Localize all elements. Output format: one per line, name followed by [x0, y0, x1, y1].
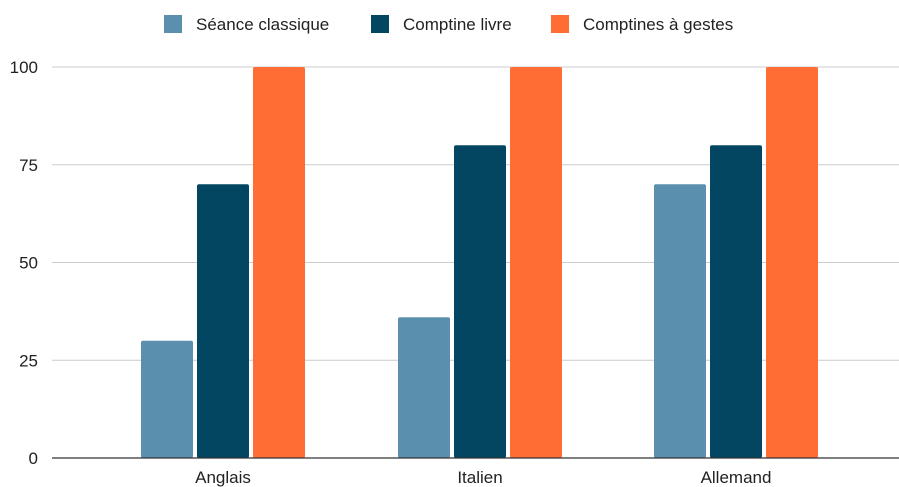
bar-anglais-comptine-livre — [197, 184, 249, 459]
y-tick-label: 0 — [29, 449, 38, 468]
x-tick-label-italien: Italien — [457, 468, 502, 487]
y-tick-label: 100 — [10, 58, 38, 77]
y-tick-label: 25 — [19, 351, 38, 370]
y-axis: 0 25 50 75 100 — [10, 58, 38, 468]
x-tick-label-anglais: Anglais — [195, 468, 251, 487]
legend-label-seance-classique: Séance classique — [196, 15, 329, 34]
x-tick-label-allemand: Allemand — [701, 468, 772, 487]
y-tick-label: 75 — [19, 156, 38, 175]
bar-italien-comptine-livre — [454, 145, 506, 458]
bar-italien-comptines-a-gestes — [510, 67, 562, 458]
bar-allemand-seance-classique — [654, 184, 706, 459]
x-axis: Anglais Italien Allemand — [52, 457, 899, 487]
legend-swatch-comptine-livre — [371, 15, 389, 33]
legend-swatch-comptines-a-gestes — [551, 15, 569, 33]
bar-anglais-seance-classique — [141, 340, 193, 458]
legend-label-comptine-livre: Comptine livre — [403, 15, 512, 34]
bar-anglais-comptines-a-gestes — [253, 67, 305, 458]
legend-swatch-seance-classique — [164, 15, 182, 33]
bars — [141, 67, 818, 459]
legend: Séance classique Comptine livre Comptines … — [164, 15, 733, 34]
bar-allemand-comptines-a-gestes — [766, 67, 818, 458]
bar-allemand-comptine-livre — [710, 145, 762, 458]
y-tick-label: 50 — [19, 254, 38, 273]
legend-label-comptines-a-gestes: Comptines à gestes — [583, 15, 733, 34]
bar-italien-seance-classique — [398, 317, 450, 458]
